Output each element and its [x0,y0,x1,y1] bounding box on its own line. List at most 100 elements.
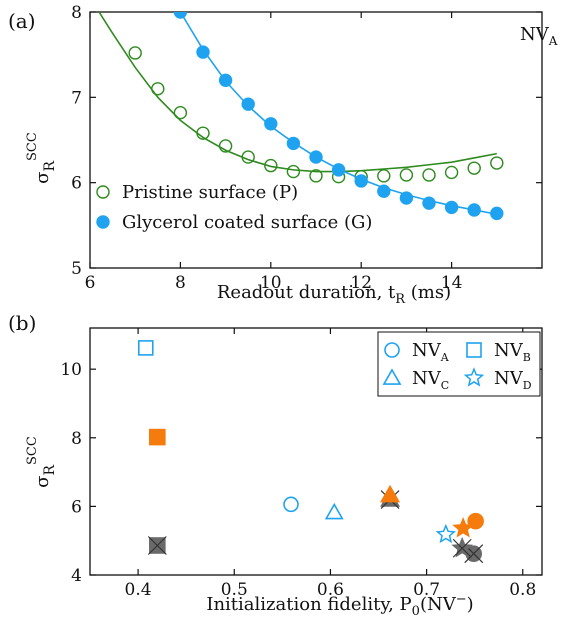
panel-b-point-nvb-orange [149,428,166,446]
panel-b-y-tick-label: 4 [71,566,82,586]
panel-a-annotation: NVA [520,24,558,48]
panel-a-x-tick-label: 12 [350,273,372,293]
x-label-sub: R [395,292,406,307]
panel-b-legend-label-a: NVA [412,340,450,364]
panel-a-legend-marker-1 [96,215,110,229]
panel-a-point-0 [286,164,301,179]
legend-label-main: NV [494,340,524,361]
panel-b-legend-marker-c [382,368,402,385]
panel-b-x-tick-label: 0.6 [317,580,344,600]
panel-b-legend-marker-b [466,342,482,358]
panel-b-point-nvc-orange [380,484,401,503]
panel-a-data [98,12,504,221]
panel-b-y-tick-label: 6 [71,497,82,517]
panel-a-x-tick-label: 8 [175,273,186,293]
panel-a-point-0 [241,150,255,164]
panel-a-x-tick-label: 6 [85,273,96,293]
panel-a-point-0 [173,105,188,120]
panel-a-point-1 [196,45,210,59]
panel-a-y-axis-label: σRSCC [25,132,58,184]
panel-a-x-tick-label: 10 [260,273,282,293]
panel-a-label: (a) [8,9,36,33]
legend-label-main: NV [412,340,442,361]
panel-a-point-1 [354,174,368,188]
panel-a-x-axis-label: Readout duration, tR (ms) [217,282,451,307]
panel-a-fit-line-0 [98,12,497,173]
panel-b-legend-label-b: NVB [494,340,531,364]
panel-b-x-tick-label: 0.7 [413,580,440,600]
y-label-sub: R [42,161,58,172]
panel-a-plot-frame [89,11,543,269]
panel-a-point-1 [241,97,255,111]
panel-a-legend-label-1: Glycerol coated surface (G) [122,212,372,233]
panel-a-point-1 [467,203,481,217]
panel-b-point-nva-blue [283,496,299,513]
panel-a-point-0 [309,169,323,183]
panel-a-point-1 [286,136,301,151]
panel-a-legend: Pristine surface (P) Glycerol coated surf… [96,182,372,233]
legend-label-sub: C [441,379,449,392]
panel-a-point-0 [377,169,391,183]
panel-a-point-1 [444,200,459,215]
panel-a-legend-label-0: Pristine surface (P) [122,182,298,203]
panel-b-point-nvd-gray [451,536,473,558]
annotation-main: NV [520,24,550,45]
panel-a-point-0 [151,82,165,96]
panel-b-point-nvb-gray-cross-b [147,536,167,555]
panel-a-legend-marker-0 [96,185,110,199]
panel-a-point-0 [264,158,278,173]
panel-a-point-0 [422,168,436,182]
panel-a-y-tick-label: 7 [71,88,82,108]
panel-a-point-1 [331,163,346,177]
legend-label-sub: D [523,379,532,392]
panel-b-data [137,340,484,564]
panel-b-legend-frame [377,331,541,397]
panel-a-point-0 [218,139,233,153]
legend-label-sub: B [523,351,531,364]
panel-a-point-1 [377,184,391,198]
panel-b-x-tick-label: 0.8 [509,580,536,600]
panel-a-point-1 [264,117,278,131]
legend-label-sub: A [440,351,450,364]
panel-b-y-axis-label: σRSCC [25,436,58,488]
panel-b-legend-label-d: NVD [494,368,532,392]
panel-b-point-nva-gray-cross-b [464,544,484,564]
x-label-sub: 0 [412,604,420,619]
x-label-end: ) [467,594,474,615]
panel-a-y-axis-label-group: σRSCC [25,132,58,184]
legend-label-main: NV [494,368,524,389]
legend-label-main: NV [412,368,442,389]
panel-b-point-nvb-gray [147,536,167,555]
x-label-sup: − [456,592,467,607]
panel-a-point-1 [218,73,233,87]
panel-b-legend-label-c: NVC [412,368,449,392]
panel-a-point-1 [309,150,323,164]
panel-a-x-tick-label: 14 [441,273,463,293]
panel-b-x-tick-label: 0.5 [221,580,248,600]
panel-a-point-1 [422,196,436,210]
panel-a-point-0 [490,156,504,170]
x-label-unit: (NV [420,594,457,615]
panel-b-point-nvd-blue [435,523,457,544]
x-label-unit: (ms) [405,282,451,303]
panel-b-label: (b) [8,311,36,335]
panel-a-point-1 [173,12,188,19]
annotation-sub: A [548,34,558,48]
panel-b-x-tick-label: 0.4 [125,580,152,600]
panel-a-y-tick-label: 6 [71,174,82,194]
panel-b-point-nvd-gray-cross-b [452,538,472,558]
panel-b-point-nvb-blue [137,340,154,356]
panel-b-point-nvc-blue [324,502,344,520]
panel-a-point-1 [399,191,414,205]
panel-b-axes: 0.4 0.5 0.6 0.7 0.8 4 6 8 10 [60,327,543,600]
panel-b-legend-marker-d [463,367,485,387]
panel-a-point-0 [399,168,414,182]
y-label-sup: SCC [25,436,40,465]
panel-b-y-axis-label-group: σRSCC [25,436,58,488]
y-label-main: σ [32,476,53,488]
panel-a-point-0 [196,126,210,140]
panel-b-point-nvd-gray-shape [451,536,473,558]
panel-b-y-tick-label: 8 [71,429,82,449]
y-label-main: σ [32,172,53,184]
